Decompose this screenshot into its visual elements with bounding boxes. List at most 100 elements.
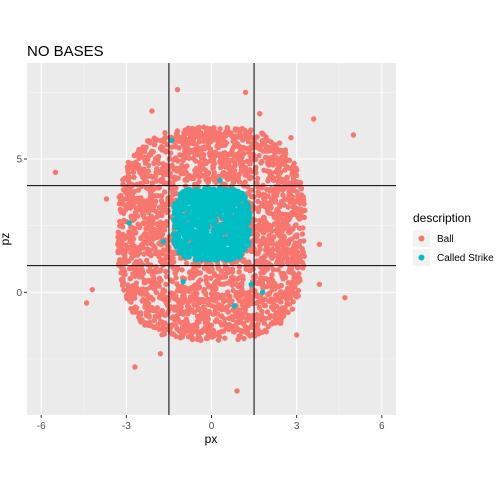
data-point	[234, 388, 240, 394]
data-point	[270, 267, 277, 273]
data-point	[248, 193, 254, 200]
data-points	[52, 86, 357, 394]
data-point	[185, 136, 192, 143]
data-point	[239, 149, 245, 156]
data-point	[287, 196, 293, 202]
data-point	[252, 272, 258, 279]
data-point	[143, 233, 149, 240]
data-point	[177, 204, 184, 211]
data-point	[131, 152, 137, 159]
data-point	[134, 162, 141, 169]
data-point	[281, 241, 287, 248]
reference-lines	[27, 63, 396, 415]
data-point	[192, 158, 199, 164]
data-point	[236, 263, 243, 270]
data-point	[264, 208, 271, 214]
data-point	[268, 298, 274, 304]
chart-title: NO BASES	[27, 43, 104, 60]
data-point	[215, 140, 222, 146]
data-point	[155, 192, 161, 199]
data-point	[260, 191, 266, 198]
data-point	[196, 228, 202, 234]
data-point	[227, 172, 233, 179]
data-point	[130, 195, 137, 201]
data-point	[220, 154, 227, 160]
data-point	[284, 217, 291, 223]
data-point	[160, 161, 166, 167]
data-point	[238, 310, 244, 317]
data-point	[169, 137, 175, 144]
data-point	[244, 317, 250, 323]
data-point	[288, 269, 295, 276]
data-point	[276, 212, 283, 219]
data-point	[118, 243, 124, 250]
data-point	[241, 168, 247, 174]
data-point	[196, 178, 202, 185]
data-point	[230, 138, 236, 144]
data-point	[259, 308, 265, 315]
data-point	[259, 277, 266, 284]
data-point	[271, 155, 277, 161]
data-point	[185, 252, 191, 258]
data-point	[117, 223, 123, 229]
data-point	[285, 256, 291, 263]
data-point	[182, 193, 188, 199]
data-point	[175, 158, 181, 164]
data-point	[192, 257, 199, 263]
data-point	[191, 287, 198, 293]
data-point	[255, 250, 261, 257]
legend-key-dot	[418, 254, 425, 261]
data-point	[255, 198, 261, 205]
data-point	[232, 162, 238, 169]
data-point	[138, 183, 144, 190]
data-point	[191, 146, 197, 153]
data-point	[130, 202, 136, 208]
data-point	[272, 199, 278, 205]
data-point	[255, 183, 261, 190]
data-point	[277, 295, 284, 302]
data-point	[280, 248, 287, 254]
data-point	[188, 294, 195, 301]
data-point	[146, 277, 152, 284]
data-point	[222, 321, 228, 327]
data-point	[227, 194, 233, 200]
data-point	[277, 169, 284, 176]
data-point	[289, 255, 296, 262]
data-point	[280, 276, 286, 282]
data-point	[191, 265, 197, 271]
data-point	[269, 246, 276, 253]
data-point	[145, 268, 152, 274]
data-point	[214, 254, 220, 261]
data-point	[131, 294, 137, 300]
data-point	[269, 195, 275, 202]
data-point	[171, 165, 178, 172]
data-point	[234, 194, 240, 201]
data-point	[231, 153, 237, 159]
data-point	[138, 166, 145, 172]
data-point	[155, 314, 162, 320]
data-point	[256, 152, 262, 159]
data-point	[254, 134, 260, 140]
data-point	[133, 270, 139, 276]
data-point	[184, 231, 190, 237]
data-point	[137, 290, 143, 296]
data-point	[274, 260, 280, 266]
data-point	[247, 324, 254, 331]
data-point	[310, 116, 317, 122]
data-point	[185, 130, 191, 136]
data-point	[259, 289, 266, 296]
data-point	[118, 257, 125, 263]
data-point	[205, 141, 212, 148]
data-point	[117, 197, 124, 204]
data-point	[264, 186, 270, 193]
data-point	[289, 306, 295, 312]
data-point	[122, 259, 129, 266]
data-point	[115, 249, 121, 256]
data-point	[240, 321, 247, 327]
data-point	[234, 319, 241, 325]
data-point	[281, 313, 287, 319]
data-point	[169, 278, 176, 285]
data-point	[149, 180, 156, 186]
data-point	[133, 259, 140, 266]
data-point	[239, 229, 246, 236]
